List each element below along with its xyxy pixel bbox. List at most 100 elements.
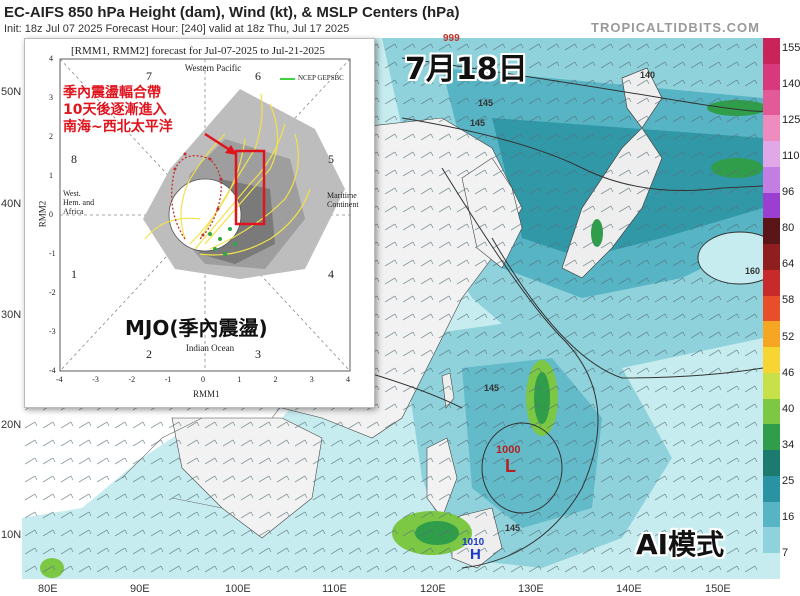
phase-number: 8 xyxy=(71,152,77,166)
colorbar-label: 7 xyxy=(782,546,789,559)
lat-label: 50N xyxy=(1,86,22,98)
colorbar-label: 64 xyxy=(782,258,795,271)
colorbar-segment xyxy=(763,192,780,219)
x-tick-label: 1 xyxy=(237,375,242,384)
colorbar-label: 125 xyxy=(782,114,800,127)
chart-subtitle: Init: 18z Jul 07 2025 Forecast Hour: [24… xyxy=(4,23,350,35)
contour-label: 145 xyxy=(470,118,486,128)
colorbar-segment xyxy=(763,527,780,553)
y-axis-label: RMM2 xyxy=(37,200,48,228)
lon-label: 130E xyxy=(518,583,544,595)
lon-label: 140E xyxy=(616,583,642,595)
phase-number: 3 xyxy=(255,347,261,361)
colorbar-segment xyxy=(763,218,780,244)
colorbar-label: 16 xyxy=(782,510,795,523)
x-axis-label: RMM1 xyxy=(193,389,220,399)
x-tick-label: -3 xyxy=(92,375,99,384)
speed-colorbar xyxy=(763,38,780,579)
colorbar-label: 80 xyxy=(782,222,795,235)
lat-label: 20N xyxy=(1,419,22,431)
region-indian-ocean: Indian Ocean xyxy=(185,343,235,353)
colorbar-segment xyxy=(763,115,780,141)
y-tick-label: -3 xyxy=(49,327,56,336)
phase-number: 2 xyxy=(146,347,152,361)
phase-number: 1 xyxy=(71,267,77,281)
colorbar-segment xyxy=(763,63,780,90)
region-maritime-continent: Maritime Continent xyxy=(327,191,359,209)
lon-label: 100E xyxy=(225,583,251,595)
x-tick-label: 3 xyxy=(309,375,314,384)
colorbar-segment xyxy=(763,244,780,270)
colorbar-label: 110 xyxy=(782,150,800,163)
region-western-pacific: Western Pacific xyxy=(184,63,242,73)
lat-label: 10N xyxy=(1,529,22,541)
colorbar-segment xyxy=(763,89,780,116)
colorbar-label: 25 xyxy=(782,474,795,487)
phase-number: 7 xyxy=(146,69,152,83)
pressure-value: 999 xyxy=(443,33,460,44)
colorbar-label: 40 xyxy=(782,402,795,415)
phase-number: 5 xyxy=(328,152,334,166)
colorbar-label: 58 xyxy=(782,294,795,307)
colorbar-label: 96 xyxy=(782,186,795,199)
y-tick-label: -2 xyxy=(49,288,56,297)
phase-number: 6 xyxy=(255,69,261,83)
annotation-line: 10天後逐漸進入 xyxy=(63,102,167,118)
mode-label: AI模式 xyxy=(636,528,725,561)
annotation-line: 季內震盪輻合帶 xyxy=(63,85,161,101)
x-tick-label: 4 xyxy=(346,375,350,384)
x-tick-label: -1 xyxy=(164,375,172,384)
y-tick-label: -1 xyxy=(49,249,56,258)
low-pressure-letter: L xyxy=(505,456,516,476)
lon-label: 90E xyxy=(130,583,150,595)
colorbar-label: 140 xyxy=(782,78,800,91)
mjo-label: MJO(季內震盪) xyxy=(125,316,268,340)
lat-label: 40N xyxy=(1,198,22,210)
colorbar-segment xyxy=(763,553,780,579)
colorbar-segment xyxy=(763,424,780,450)
brand-watermark: TROPICALTIDBITS.COM xyxy=(591,20,760,35)
lon-label: 150E xyxy=(705,583,731,595)
x-tick-label: -4 xyxy=(56,375,63,384)
x-tick-label: 0 xyxy=(201,375,205,384)
colorbar-label: 155 xyxy=(782,42,800,54)
header-bar: EC-AIFS 850 hPa Height (dam), Wind (kt),… xyxy=(0,0,800,38)
chart-title: EC-AIFS 850 hPa Height (dam), Wind (kt),… xyxy=(4,4,460,21)
y-tick-label: 3 xyxy=(49,93,53,102)
contour-label: 145 xyxy=(505,523,521,533)
colorbar-segment xyxy=(763,347,780,373)
region-west-hem-africa: West. Hem. and Africa xyxy=(63,189,95,216)
annotation-line: 南海~西北太平洋 xyxy=(63,119,173,135)
y-tick-label: 4 xyxy=(49,54,53,63)
colorbar-segment xyxy=(763,295,780,322)
colorbar-segment xyxy=(763,398,780,425)
legend-label: NCEP GEPSBC xyxy=(298,74,344,82)
colorbar-label: 52 xyxy=(782,330,795,343)
colorbar-segment xyxy=(763,372,780,399)
inset-title: [RMM1, RMM2] forecast for Jul-07-2025 to… xyxy=(71,45,325,57)
y-tick-label: 2 xyxy=(49,132,53,141)
date-label: 7月18日 xyxy=(405,52,528,87)
contour-label: 145 xyxy=(484,383,500,393)
colorbar-segment xyxy=(763,501,780,528)
y-tick-label: 0 xyxy=(49,210,53,219)
low-pressure-value: 1000 xyxy=(496,444,521,456)
y-tick-label: -4 xyxy=(49,366,56,375)
contour-label: 145 xyxy=(478,98,494,108)
colorbar-segment xyxy=(763,166,780,193)
high-pressure-letter: H xyxy=(470,546,481,563)
colorbar-label: 46 xyxy=(782,366,795,379)
contour-label: 160 xyxy=(745,266,761,276)
contour-label: 140 xyxy=(640,70,656,80)
high-pressure-value: 1010 xyxy=(462,537,485,548)
colorbar-label: 34 xyxy=(782,438,795,451)
lon-label: 110E xyxy=(322,583,347,595)
y-tick-label: 1 xyxy=(49,171,53,180)
lat-label: 30N xyxy=(1,309,22,321)
colorbar-segment xyxy=(763,269,780,296)
lon-label: 80E xyxy=(38,583,58,595)
mjo-annotation: 季內震盪輻合帶 10天後逐漸進入 南海~西北太平洋 xyxy=(63,85,173,136)
x-tick-label: -2 xyxy=(128,375,136,384)
mjo-phase-diagram: [RMM1, RMM2] forecast for Jul-07-2025 to… xyxy=(24,38,375,408)
colorbar-segment xyxy=(763,475,780,502)
